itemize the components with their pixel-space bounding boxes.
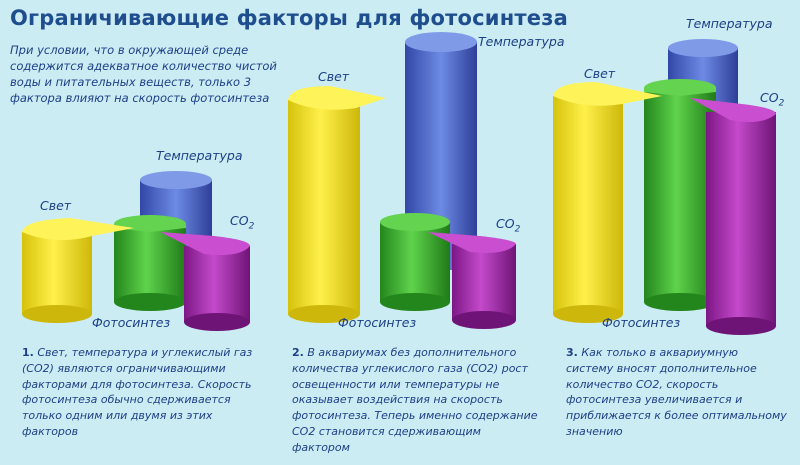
caption-text: В аквариумах без дополнительного количес… xyxy=(292,346,538,454)
photosynthesis-label-3: Фотосинтез xyxy=(602,315,681,330)
caption-text: Свет, температура и углекислый газ (CO2)… xyxy=(22,346,253,438)
co2-cylinder-3 xyxy=(690,98,776,335)
temperature-label-1: Температура xyxy=(156,148,243,163)
temperature-label-2: Температура xyxy=(478,34,565,49)
light-label-3: Свет xyxy=(584,66,616,81)
caption-number: 1. xyxy=(22,346,34,359)
temperature-label-3: Температура xyxy=(686,16,773,31)
light-cylinder-1 xyxy=(22,218,134,323)
scene-3 xyxy=(553,39,776,335)
co2-label-3: CO2 xyxy=(760,90,785,109)
light-cylinder-3 xyxy=(553,82,662,323)
light-label-1: Свет xyxy=(40,198,72,213)
co2-cylinder-1 xyxy=(160,232,250,331)
co2-cylinder-2 xyxy=(428,232,516,329)
caption-1: 1. Свет, температура и углекислый газ (C… xyxy=(22,345,270,440)
caption-number: 3. xyxy=(566,346,578,359)
caption-3: 3. Как только в аквариумную систему внос… xyxy=(566,345,788,440)
caption-text: Как только в аквариумную систему вносят … xyxy=(566,346,787,438)
co2-label-2: CO2 xyxy=(496,216,521,235)
intro-text: При условии, что в окружающей среде соде… xyxy=(10,43,277,105)
light-label-2: Свет xyxy=(318,69,350,84)
scene-2 xyxy=(288,32,516,329)
photosynthesis-cylinder-2 xyxy=(380,213,450,311)
photosynthesis-cylinder-3 xyxy=(644,79,716,311)
scene-1 xyxy=(22,171,250,331)
caption-number: 2. xyxy=(292,346,304,359)
light-cylinder-2 xyxy=(288,86,386,323)
page-title: Ограничивающие факторы для фотосинтеза xyxy=(10,6,568,30)
caption-2: 2. В аквариумах без дополнительного коли… xyxy=(292,345,542,456)
photosynthesis-label-2: Фотосинтез xyxy=(338,315,417,330)
co2-label-1: CO2 xyxy=(230,213,255,232)
photosynthesis-label-1: Фотосинтез xyxy=(92,315,171,330)
